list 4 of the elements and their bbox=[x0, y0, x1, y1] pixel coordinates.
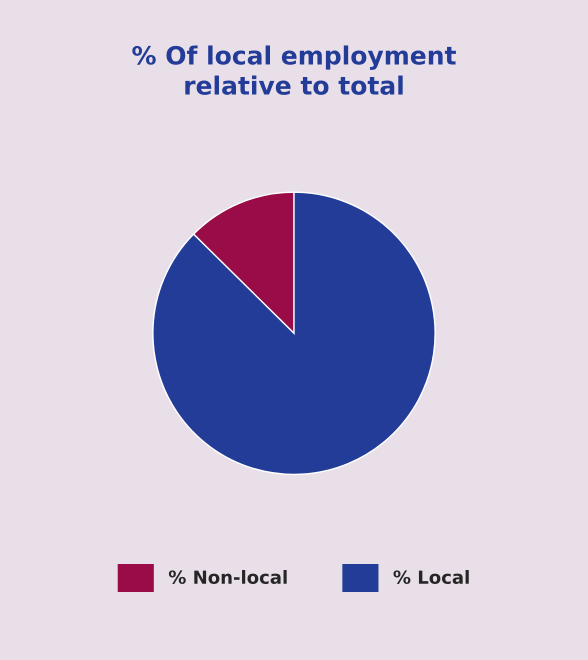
pie-slice bbox=[152, 191, 436, 476]
legend-label: % Local bbox=[393, 570, 469, 584]
chart-title: % Of local employment relative to total bbox=[132, 45, 456, 95]
legend-label: % Non-local bbox=[168, 570, 287, 584]
